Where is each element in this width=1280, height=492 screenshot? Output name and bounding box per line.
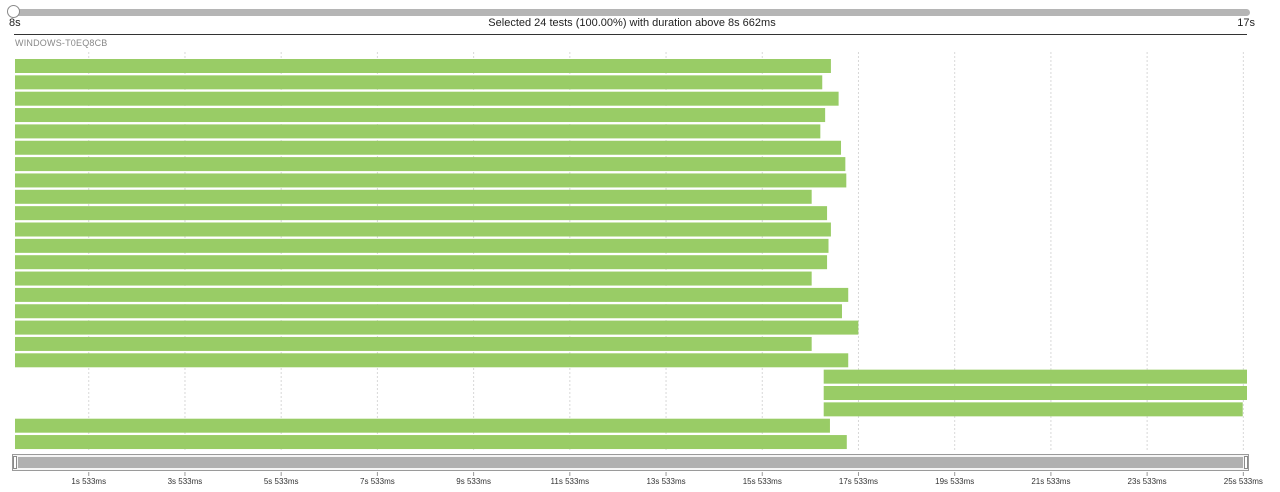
test-bar[interactable]: [15, 157, 846, 172]
duration-slider-handle[interactable]: [7, 5, 20, 18]
x-tick-label: 19s 533ms: [935, 477, 974, 486]
test-bar[interactable]: [823, 386, 1247, 400]
slider-min-label: 8s: [9, 17, 21, 29]
scrollbar-right-handle[interactable]: [1244, 456, 1248, 469]
x-tick-label: 17s 533ms: [839, 477, 878, 486]
x-tick-label: 3s 533ms: [168, 477, 203, 486]
duration-filter-slider[interactable]: [14, 9, 1250, 16]
slider-max-label: 17s: [1237, 17, 1255, 29]
test-bars: [15, 59, 1247, 450]
test-bar[interactable]: [15, 255, 828, 270]
test-bar[interactable]: [15, 435, 847, 450]
timeline-scrollbar[interactable]: [12, 454, 1249, 471]
test-bar[interactable]: [15, 336, 812, 351]
header-divider: [14, 34, 1247, 35]
x-tick-label: 11s 533ms: [551, 477, 590, 486]
test-bar[interactable]: [15, 287, 849, 302]
test-bar[interactable]: [15, 238, 829, 253]
test-bar[interactable]: [15, 304, 842, 319]
test-bar[interactable]: [15, 320, 859, 335]
test-bar[interactable]: [823, 369, 1247, 384]
test-bar[interactable]: [15, 75, 823, 90]
x-tick-label: 23s 533ms: [1128, 477, 1167, 486]
test-bar[interactable]: [15, 91, 839, 106]
selection-summary: Selected 24 tests (100.00%) with duratio…: [488, 17, 776, 29]
test-bar[interactable]: [15, 418, 830, 433]
test-bar[interactable]: [15, 206, 828, 221]
test-bar[interactable]: [15, 189, 812, 204]
x-tick-label: 25s 533ms: [1224, 477, 1263, 486]
x-tick-label: 1s 533ms: [71, 477, 106, 486]
scrollbar-left-handle[interactable]: [13, 456, 17, 469]
x-tick-label: 5s 533ms: [264, 477, 299, 486]
x-tick-label: 7s 533ms: [360, 477, 395, 486]
test-bar[interactable]: [15, 353, 849, 368]
x-tick-label: 9s 533ms: [456, 477, 491, 486]
test-bar[interactable]: [15, 271, 812, 286]
scrollbar-thumb[interactable]: [18, 457, 1243, 468]
test-bar[interactable]: [823, 402, 1243, 417]
test-bar[interactable]: [15, 140, 842, 155]
test-bar[interactable]: [15, 173, 847, 188]
x-tick-label: 15s 533ms: [743, 477, 782, 486]
x-tick-label: 13s 533ms: [646, 477, 685, 486]
x-tick-label: 21s 533ms: [1031, 477, 1070, 486]
test-bar[interactable]: [15, 124, 821, 139]
test-bar[interactable]: [15, 59, 831, 73]
host-label: WINDOWS-T0EQ8CB: [15, 38, 108, 48]
test-bar[interactable]: [15, 108, 826, 123]
test-bar[interactable]: [15, 222, 831, 237]
x-axis-ticks: 1s 533ms 3s 533ms 5s 533ms 7s 533ms 9s 533ms…: [71, 472, 1263, 486]
